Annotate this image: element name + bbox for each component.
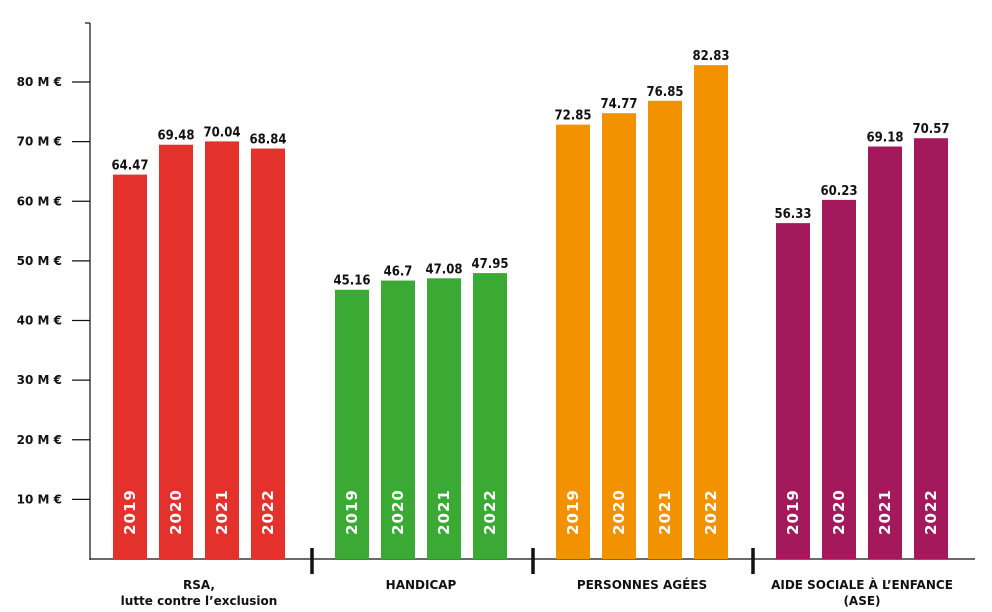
bar-year-label: 2020 <box>389 489 407 535</box>
bar-value-label: 76.85 <box>647 85 684 100</box>
bar-year-label: 2019 <box>784 489 802 535</box>
bar-value-label: 60.23 <box>821 184 858 199</box>
group-label: RSA, <box>183 578 215 592</box>
bar-year-label: 2020 <box>830 489 848 535</box>
y-tick-label: 50 M € <box>17 254 62 268</box>
bar-year-label: 2021 <box>435 489 453 535</box>
bar-value-label: 47.08 <box>426 262 463 277</box>
y-tick-label: 80 M € <box>17 75 62 89</box>
bar <box>473 273 507 559</box>
bar <box>427 278 461 559</box>
bar-year-label: 2020 <box>167 489 185 535</box>
y-tick-label: 10 M € <box>17 492 62 506</box>
bar-value-label: 68.84 <box>250 133 287 148</box>
bar-value-label: 46.7 <box>384 265 413 280</box>
bars: 64.47201969.48202070.04202168.84202245.1… <box>112 49 950 560</box>
bar <box>381 280 415 559</box>
group-label: HANDICAP <box>386 578 457 592</box>
bar <box>822 199 856 559</box>
bar-value-label: 70.04 <box>204 125 241 140</box>
bar <box>205 141 239 559</box>
bar-value-label: 45.16 <box>334 274 371 289</box>
bar-year-label: 2021 <box>213 489 231 535</box>
bar-year-label: 2022 <box>702 489 720 535</box>
bar-value-label: 69.18 <box>867 131 904 146</box>
bar <box>556 124 590 560</box>
group-label: lutte contre l’exclusion <box>121 594 278 608</box>
group-label: AIDE SOCIALE À L’ENFANCE <box>771 577 953 592</box>
bar-group: 64.47 2019 69.48 2020 70.04 2021 68.84 2022 <box>112 125 287 559</box>
bar-value-label: 47.95 <box>472 257 509 272</box>
bar <box>602 113 636 560</box>
bar <box>914 138 948 559</box>
y-tick-label: 30 M € <box>17 373 62 387</box>
bar <box>648 100 682 560</box>
bar-value-label: 74.77 <box>601 97 638 112</box>
bar-group: 45.16 2019 46.7 2020 47.08 2021 47.95 2022 <box>334 257 509 559</box>
bar <box>335 289 369 559</box>
y-tick-label: 40 M € <box>17 314 62 328</box>
bar-year-label: 2020 <box>610 489 628 535</box>
bar-group: 56.33 2019 60.23 2020 69.18 2021 70.57 2022 <box>775 122 950 559</box>
bar-year-label: 2021 <box>656 489 674 535</box>
y-ticks: 10 M € 20 M € 30 M € 40 M € 50 M € 60 M € 70 M… <box>17 75 90 506</box>
y-tick-label: 70 M € <box>17 135 62 149</box>
bar-value-label: 64.47 <box>112 159 149 174</box>
bar-group: 72.85 2019 74.77 2020 76.85 2021 82.83 2022 <box>555 49 730 560</box>
bar <box>868 146 902 559</box>
bar-year-label: 2019 <box>121 489 139 535</box>
group-label: PERSONNES AGÉES <box>577 577 707 592</box>
bar <box>159 144 193 559</box>
bar <box>113 174 147 559</box>
bar-value-label: 82.83 <box>693 49 730 64</box>
bar-year-label: 2022 <box>481 489 499 535</box>
bar-year-label: 2019 <box>564 489 582 535</box>
group-labels: RSA, lutte contre l’exclusion HANDICAP PERS… <box>121 577 953 608</box>
bar <box>694 65 728 559</box>
bar-value-label: 69.48 <box>158 129 195 144</box>
bar-value-label: 56.33 <box>775 207 812 222</box>
y-tick-label: 20 M € <box>17 433 62 447</box>
bar-year-label: 2022 <box>259 489 277 535</box>
bar-value-label: 70.57 <box>913 122 950 137</box>
bar-year-label: 2022 <box>922 489 940 535</box>
bar-year-label: 2019 <box>343 489 361 535</box>
bar <box>776 223 810 559</box>
bar <box>251 148 285 559</box>
y-tick-label: 60 M € <box>17 194 62 208</box>
group-label: (ASE) <box>843 594 880 608</box>
bar-year-label: 2021 <box>876 489 894 535</box>
bar-value-label: 72.85 <box>555 109 592 124</box>
